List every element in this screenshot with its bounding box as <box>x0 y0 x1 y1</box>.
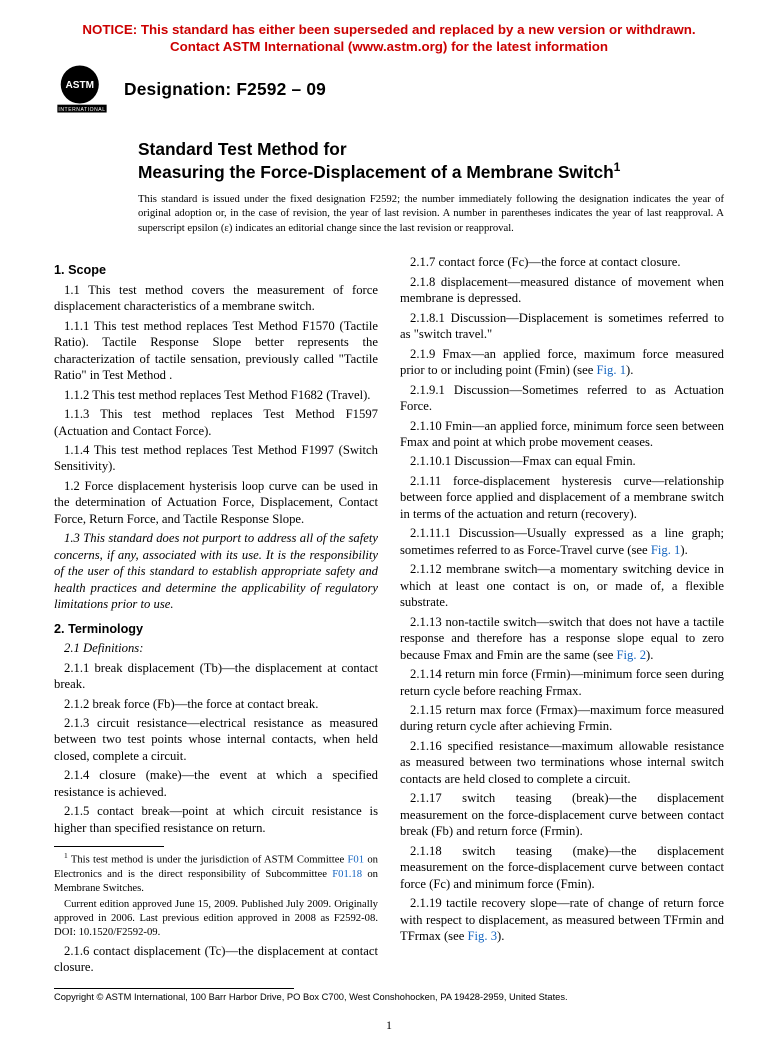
para: 2.1.6 contact displacement (Tc)—the disp… <box>54 943 378 976</box>
notice-banner: NOTICE: This standard has either been su… <box>54 22 724 55</box>
copyright-separator <box>54 988 294 989</box>
para: 2.1.15 return max force (Frmax)—maximum … <box>400 702 724 735</box>
notice-line1: NOTICE: This standard has either been su… <box>82 22 695 37</box>
footnote-para: 1 This test method is under the jurisdic… <box>54 851 378 895</box>
para: 2.1.11.1 Discussion—Usually expressed as… <box>400 525 724 558</box>
astm-logo: ASTM INTERNATIONAL <box>54 61 110 117</box>
para: 2.1.10.1 Discussion—Fmax can equal Fmin. <box>400 453 724 469</box>
para: 2.1.2 break force (Fb)—the force at cont… <box>54 696 378 712</box>
para: 2.1.12 membrane switch—a momentary switc… <box>400 561 724 610</box>
para: 2.1.14 return min force (Frmin)—minimum … <box>400 666 724 699</box>
para: 1.1.1 This test method replaces Test Met… <box>54 318 378 384</box>
svg-text:ASTM: ASTM <box>65 80 94 91</box>
para: 2.1.8.1 Discussion—Displacement is somet… <box>400 310 724 343</box>
para: 2.1.13 non-tactile switch—switch that do… <box>400 614 724 663</box>
para: 2.1.18 switch teasing (make)—the displac… <box>400 843 724 892</box>
figure-ref-link[interactable]: Fig. 1 <box>597 363 627 377</box>
footnote-link[interactable]: F01.18 <box>332 869 362 880</box>
para: 2.1.8 displacement—measured distance of … <box>400 274 724 307</box>
header-row: ASTM INTERNATIONAL Designation: F2592 – … <box>54 61 724 117</box>
standard-title: Measuring the Force-Displacement of a Me… <box>138 160 724 183</box>
designation: Designation: F2592 – 09 <box>124 79 326 100</box>
para: 2.1.7 contact force (Fc)—the force at co… <box>400 254 724 270</box>
preamble: This standard is issued under the fixed … <box>138 193 724 236</box>
para: 2.1.16 specified resistance—maximum allo… <box>400 738 724 787</box>
page: NOTICE: This standard has either been su… <box>0 0 778 1063</box>
figure-ref-link[interactable]: Fig. 3 <box>467 929 497 943</box>
section-heading: 2. Terminology <box>54 621 378 637</box>
figure-ref-link[interactable]: Fig. 2 <box>617 648 647 662</box>
para: 2.1.9 Fmax—an applied force, maximum for… <box>400 346 724 379</box>
figure-ref-link[interactable]: Fig. 1 <box>651 543 681 557</box>
para: 1.1.4 This test method replaces Test Met… <box>54 442 378 475</box>
para: 2.1.10 Fmin—an applied force, minimum fo… <box>400 418 724 451</box>
notice-line2: Contact ASTM International (www.astm.org… <box>170 39 608 54</box>
para: 2.1.19 tactile recovery slope—rate of ch… <box>400 895 724 944</box>
para: 2.1.11 force-displacement hysteresis cur… <box>400 473 724 522</box>
para: 2.1.17 switch teasing (break)—the displa… <box>400 790 724 839</box>
body-columns: 1. Scope 1.1 This test method covers the… <box>54 254 724 976</box>
page-number: 1 <box>54 1018 724 1033</box>
footnote-link[interactable]: F01 <box>347 855 364 866</box>
footnote-separator <box>54 846 164 847</box>
title-block: Standard Test Method for Measuring the F… <box>138 139 724 183</box>
para: 2.1.9.1 Discussion—Sometimes referred to… <box>400 382 724 415</box>
para: 2.1.4 closure (make)—the event at which … <box>54 767 378 800</box>
para: 1.1 This test method covers the measurem… <box>54 282 378 315</box>
svg-text:INTERNATIONAL: INTERNATIONAL <box>58 107 105 113</box>
para: 2.1.1 break displacement (Tb)—the displa… <box>54 660 378 693</box>
para: 1.1.2 This test method replaces Test Met… <box>54 387 378 403</box>
para: 1.3 This standard does not purport to ad… <box>54 530 378 612</box>
para: 1.1.3 This test method replaces Test Met… <box>54 406 378 439</box>
para: 2.1.5 contact break—point at which circu… <box>54 803 378 836</box>
standard-pre-title: Standard Test Method for <box>138 139 724 160</box>
footnote-para: Current edition approved June 15, 2009. … <box>54 898 378 940</box>
footnote-block: 1 This test method is under the jurisdic… <box>54 851 378 940</box>
para: 1.2 Force displacement hysterisis loop c… <box>54 478 378 527</box>
copyright-text: Copyright © ASTM International, 100 Barr… <box>54 992 724 1002</box>
section-heading: 1. Scope <box>54 262 378 278</box>
para: 2.1 Definitions: <box>54 640 378 656</box>
para: 2.1.3 circuit resistance—electrical resi… <box>54 715 378 764</box>
